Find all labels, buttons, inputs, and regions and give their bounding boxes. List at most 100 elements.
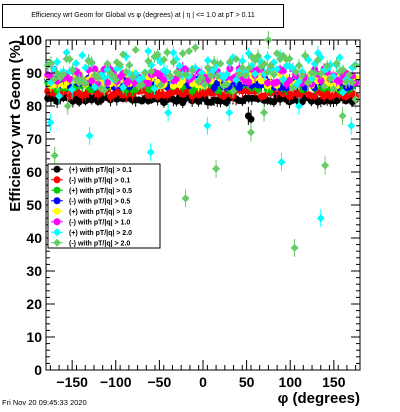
data-point	[254, 51, 263, 60]
timestamp-footer: Fri Nov 20 09:45:33 2020	[2, 398, 87, 407]
outlier-point	[294, 102, 303, 110]
data-point	[310, 69, 319, 78]
data-point	[222, 70, 231, 79]
legend-marker	[53, 207, 61, 215]
legend-marker	[53, 238, 61, 247]
outlier-point	[181, 194, 190, 203]
outlier-point	[225, 108, 234, 117]
legend-entry-label: (+) with pT/|q| > 1.0	[69, 209, 132, 216]
data-point	[316, 69, 325, 78]
data-point	[53, 57, 62, 66]
outlier-point	[212, 164, 221, 173]
data-point	[263, 53, 272, 62]
data-point	[103, 59, 112, 68]
data-point	[100, 73, 109, 82]
data-point	[286, 76, 294, 84]
data-point	[103, 79, 111, 87]
data-point	[181, 70, 190, 79]
data-point	[131, 45, 140, 54]
data-point	[351, 61, 360, 70]
data-point	[62, 48, 71, 57]
data-point	[144, 57, 153, 66]
data-point	[160, 76, 168, 84]
data-point	[235, 70, 244, 79]
data-point	[203, 56, 212, 65]
data-point	[288, 83, 297, 92]
data-point	[175, 70, 184, 79]
data-point	[197, 68, 206, 77]
x-tick-label: −100	[100, 374, 132, 390]
outlier-point	[164, 108, 173, 117]
data-point	[66, 75, 74, 83]
data-point	[125, 61, 134, 70]
data-point	[238, 63, 247, 72]
data-point	[87, 58, 96, 67]
data-point	[323, 61, 332, 70]
outlier-point	[146, 148, 155, 157]
data-point	[263, 68, 272, 77]
data-point	[68, 66, 77, 75]
data-point	[260, 92, 268, 100]
outlier-point	[351, 95, 360, 104]
data-point	[137, 80, 146, 89]
data-point	[222, 80, 231, 89]
legend-entry-label: (-) with pT/|q| > 1.0	[69, 219, 130, 226]
data-point	[245, 78, 253, 86]
data-point	[229, 87, 238, 96]
data-point	[225, 57, 234, 66]
data-point	[153, 50, 162, 59]
y-tick-label: 50	[26, 197, 42, 213]
x-tick-label: 50	[239, 374, 255, 390]
outlier-point	[290, 243, 299, 252]
chart-title: Efficiency wrt Geom for Global vs φ (deg…	[2, 4, 284, 28]
legend-marker	[53, 228, 61, 237]
legend-marker	[53, 218, 61, 226]
data-point	[264, 79, 272, 87]
legend-marker	[53, 197, 61, 205]
data-point	[210, 58, 219, 67]
outlier-point	[85, 131, 94, 140]
legend-marker	[53, 165, 61, 173]
outlier-point	[68, 85, 77, 94]
data-point	[298, 71, 307, 80]
data-point	[238, 57, 247, 66]
data-point	[81, 78, 90, 87]
data-point	[317, 77, 325, 85]
data-point	[93, 73, 102, 82]
outlier-point	[316, 214, 325, 223]
legend-entry-label: (+) with pT/|q| > 2.0	[69, 230, 132, 237]
x-tick-label: 0	[199, 374, 207, 390]
data-point	[90, 83, 99, 92]
data-point	[122, 67, 131, 76]
data-point	[178, 49, 187, 58]
data-point	[115, 60, 124, 69]
data-point	[163, 48, 172, 57]
outlier-point	[321, 161, 330, 170]
y-tick-label: 0	[34, 362, 42, 378]
data-point	[88, 77, 96, 85]
outlier-point	[111, 75, 120, 84]
outlier-point	[246, 128, 255, 137]
data-point	[141, 68, 150, 77]
outlier-point	[46, 118, 55, 127]
data-point	[50, 75, 59, 84]
data-point	[213, 72, 222, 81]
legend-entry-label: (-) with pT/|q| > 2.0	[69, 240, 130, 247]
data-point	[188, 66, 197, 75]
data-point	[332, 59, 341, 68]
x-tick-label: −50	[148, 374, 172, 390]
data-point	[329, 85, 338, 94]
legend: (+) with pT/|q| > 0.1 (-) with pT/|q| > 0…	[47, 163, 161, 249]
data-point	[266, 61, 275, 70]
data-point	[291, 68, 300, 77]
y-tick-label: 100	[19, 32, 43, 48]
data-point	[269, 70, 278, 79]
data-point	[185, 47, 194, 56]
data-point	[301, 51, 310, 60]
data-point	[320, 82, 329, 91]
y-tick-label: 40	[26, 230, 42, 246]
legend-entry-label: (+) with pT/|q| > 0.5	[69, 188, 132, 195]
data-point	[338, 65, 347, 74]
data-point	[65, 55, 74, 64]
